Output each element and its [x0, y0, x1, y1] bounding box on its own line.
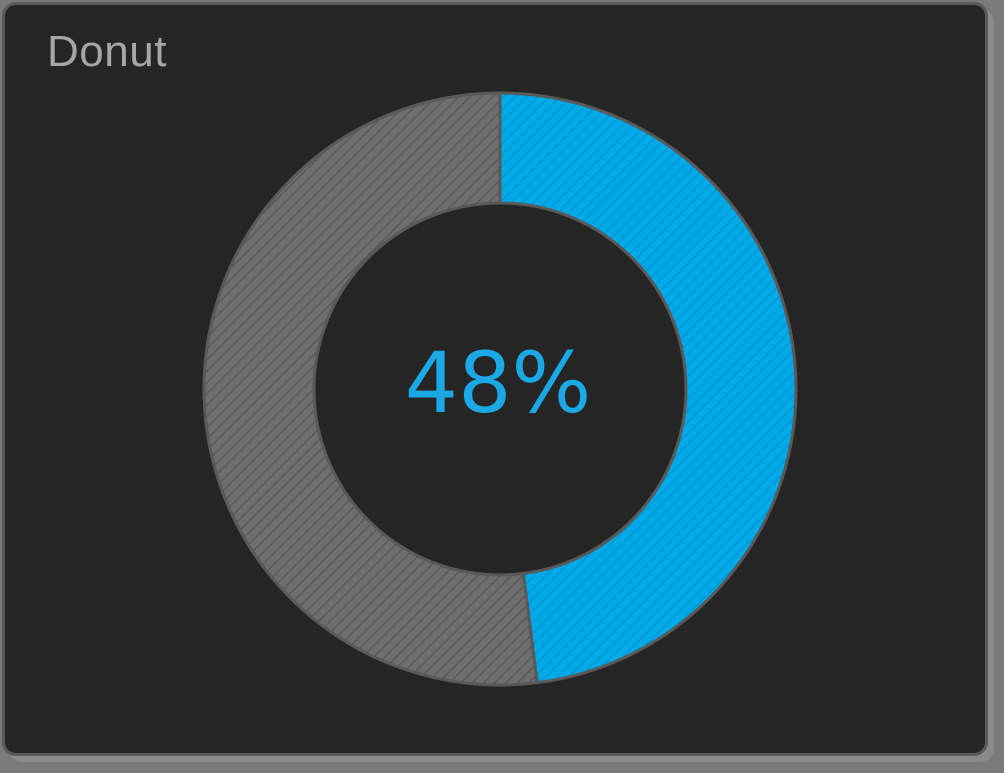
- widget-title: Donut: [47, 27, 167, 76]
- donut-slice-remainder: [202, 91, 539, 687]
- donut-slice-value: [498, 91, 798, 685]
- center-value-label: 48%: [405, 334, 592, 432]
- donut-slices: [202, 91, 798, 687]
